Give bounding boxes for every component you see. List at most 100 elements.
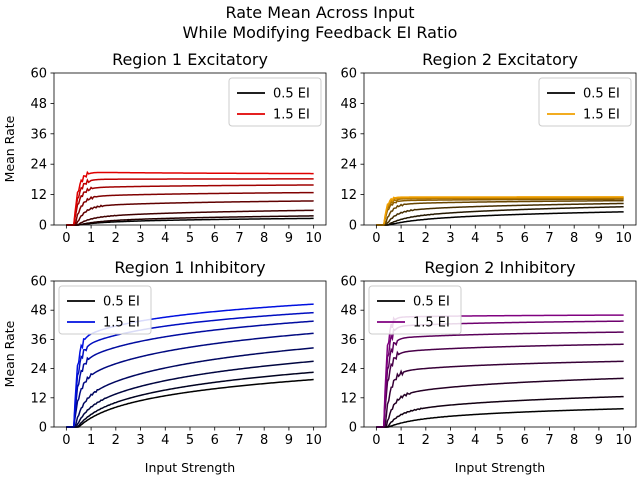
panel-title: Region 2 Excitatory <box>422 50 578 69</box>
x-tick-label: 3 <box>136 231 144 246</box>
series-line-6 <box>66 184 314 226</box>
x-tick-label: 7 <box>545 433 553 448</box>
x-tick-label: 5 <box>496 231 504 246</box>
series-lines <box>66 303 314 428</box>
y-axis-label: Mean Rate <box>2 115 17 182</box>
y-tick-label: 12 <box>30 391 47 406</box>
x-tick-label: 6 <box>521 433 529 448</box>
y-tick-label: 36 <box>30 333 47 348</box>
x-tick-label: 3 <box>446 433 454 448</box>
series-line-4 <box>376 199 624 226</box>
series-line-7 <box>66 311 314 428</box>
legend: 0.5 EI 1.5 EI <box>58 285 152 335</box>
legend: 0.5 EI 1.5 EI <box>538 77 632 127</box>
y-tick-label: 0 <box>349 421 357 436</box>
x-tick-label: 0 <box>62 433 70 448</box>
legend-label: 0.5 EI <box>413 295 450 310</box>
x-tick-label: 2 <box>422 433 430 448</box>
x-tick-label: 5 <box>186 231 194 246</box>
y-tick-label: 48 <box>30 304 47 319</box>
series-lines <box>376 196 624 226</box>
x-tick-label: 1 <box>87 433 95 448</box>
series-line-6 <box>376 197 624 226</box>
x-tick-label: 6 <box>211 433 219 448</box>
x-axis-label: Input Strength <box>145 460 235 475</box>
series-line-4 <box>66 347 314 428</box>
series-line-2 <box>66 371 314 428</box>
y-tick-label: 24 <box>340 158 357 173</box>
series-line-3 <box>66 360 314 428</box>
x-tick-label: 9 <box>595 231 603 246</box>
x-tick-label: 4 <box>161 433 169 448</box>
x-tick-label: 2 <box>422 231 430 246</box>
y-tick-label: 60 <box>30 67 47 82</box>
series-line-4 <box>376 360 624 428</box>
x-tick-label: 6 <box>211 231 219 246</box>
x-tick-label: 9 <box>595 433 603 448</box>
y-tick-label: 36 <box>340 127 357 142</box>
x-tick-label: 10 <box>615 231 632 246</box>
x-tick-label: 3 <box>136 433 144 448</box>
y-tick-label: 12 <box>30 188 47 203</box>
y-tick-label: 12 <box>340 391 357 406</box>
series-line-8 <box>66 170 314 226</box>
series-line-5 <box>376 343 624 428</box>
panel-title: Region 1 Inhibitory <box>114 258 265 277</box>
x-tick-label: 5 <box>186 433 194 448</box>
y-tick-label: 48 <box>340 304 357 319</box>
legend: 0.5 EI 1.5 EI <box>228 77 322 127</box>
x-tick-label: 6 <box>521 231 529 246</box>
x-tick-label: 1 <box>87 231 95 246</box>
y-tick-label: 48 <box>340 97 357 112</box>
series-lines <box>66 170 314 226</box>
x-tick-label: 10 <box>615 433 632 448</box>
series-line-1 <box>66 378 314 428</box>
legend-label: 0.5 EI <box>583 87 620 102</box>
y-tick-label: 36 <box>340 333 357 348</box>
x-tick-label: 7 <box>545 231 553 246</box>
x-tick-label: 0 <box>372 231 380 246</box>
series-line-6 <box>66 320 314 428</box>
y-tick-label: 60 <box>30 275 47 290</box>
y-tick-label: 60 <box>340 275 357 290</box>
y-tick-label: 24 <box>30 362 47 377</box>
y-tick-label: 36 <box>30 127 47 142</box>
legend-label: 1.5 EI <box>413 316 450 331</box>
panel-title: Region 1 Excitatory <box>112 50 268 69</box>
series-line-3 <box>376 202 624 226</box>
x-tick-label: 2 <box>112 433 120 448</box>
series-line-2 <box>376 206 624 226</box>
series-line-2 <box>376 395 624 428</box>
panel-title: Region 2 Inhibitory <box>424 258 575 277</box>
y-tick-label: 48 <box>30 97 47 112</box>
y-axis-label: Mean Rate <box>2 320 17 387</box>
x-tick-label: 0 <box>62 231 70 246</box>
legend-label: 1.5 EI <box>583 108 620 123</box>
legend-label: 1.5 EI <box>273 108 310 123</box>
x-tick-label: 10 <box>305 231 322 246</box>
legend-label: 0.5 EI <box>273 87 310 102</box>
y-tick-label: 24 <box>340 362 357 377</box>
x-tick-label: 1 <box>397 231 405 246</box>
x-tick-label: 8 <box>260 433 268 448</box>
series-line-1 <box>66 217 314 226</box>
x-tick-label: 9 <box>285 231 293 246</box>
legend-label: 1.5 EI <box>103 316 140 331</box>
x-tick-label: 9 <box>285 433 293 448</box>
series-line-4 <box>66 200 314 226</box>
series-line-3 <box>66 209 314 226</box>
x-tick-label: 7 <box>235 433 243 448</box>
series-line-5 <box>66 332 314 428</box>
x-tick-label: 4 <box>471 231 479 246</box>
x-tick-label: 8 <box>570 231 578 246</box>
x-tick-label: 8 <box>260 231 268 246</box>
legend-label: 0.5 EI <box>103 295 140 310</box>
figure-title-line2: While Modifying Feedback EI Ratio <box>183 23 458 42</box>
x-tick-label: 8 <box>570 433 578 448</box>
x-tick-label: 3 <box>446 231 454 246</box>
figure-title-line1: Rate Mean Across Input <box>225 3 414 22</box>
x-tick-label: 0 <box>372 433 380 448</box>
